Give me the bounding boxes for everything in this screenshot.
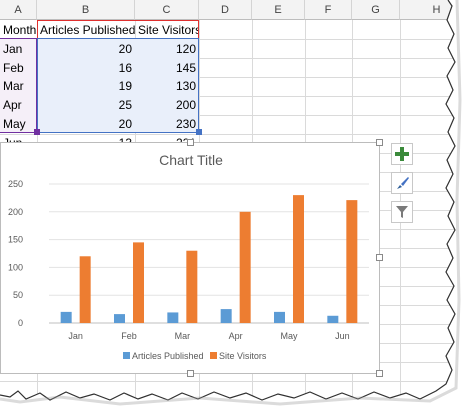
spreadsheet[interactable]: ABCDEFGH Month Articles Published Site V…: [0, 0, 474, 411]
torn-edge-frame: [0, 0, 474, 411]
